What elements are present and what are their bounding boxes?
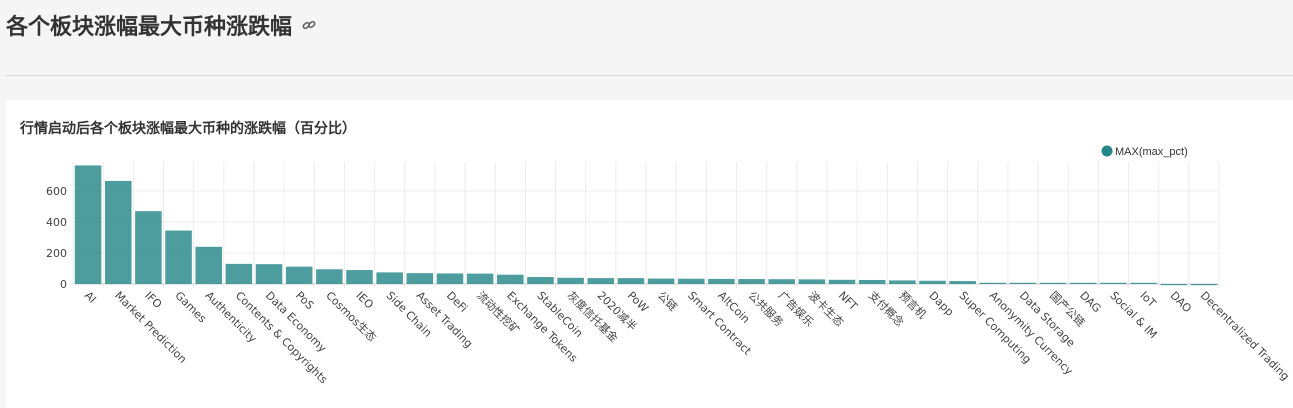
bar[interactable] (979, 282, 1007, 284)
bar[interactable] (647, 278, 675, 284)
bar[interactable] (919, 280, 946, 284)
bar[interactable] (346, 270, 373, 284)
y-tick-label: 400 (46, 216, 67, 229)
bar[interactable] (497, 274, 524, 284)
x-tick-label: 公链 (655, 288, 680, 313)
x-tick-label: PoS (293, 289, 316, 312)
bar[interactable] (466, 273, 494, 284)
grid-lines (72, 162, 1220, 288)
x-tick-label: DAG (1077, 289, 1103, 315)
bar[interactable] (677, 278, 705, 284)
bar[interactable] (225, 263, 253, 284)
x-tick-label: Decentralized Trading (1198, 289, 1292, 383)
y-tick-label: 600 (46, 185, 67, 198)
bar[interactable] (104, 180, 132, 284)
bar[interactable] (1070, 282, 1097, 284)
bar[interactable] (165, 230, 192, 284)
bar[interactable] (255, 264, 283, 284)
link-icon[interactable] (302, 18, 316, 32)
x-tick-label: Games (172, 289, 209, 326)
bars (74, 165, 1218, 286)
y-tick-label: 200 (46, 247, 67, 260)
bar[interactable] (708, 278, 735, 284)
chart-panel: 行情启动后各个板块涨幅最大币种的涨跌幅（百分比） 0 200 400 600 AI Ma… (6, 100, 1293, 408)
x-tick-label: IFO (142, 289, 164, 311)
bar[interactable] (1009, 282, 1037, 284)
bar[interactable] (889, 280, 916, 284)
x-tick-label: IEO (353, 289, 376, 312)
x-tick-label: NFT (836, 289, 860, 313)
bar[interactable] (587, 278, 615, 284)
bar[interactable] (316, 269, 343, 284)
bar[interactable] (406, 273, 434, 284)
page-header: 各个板块涨幅最大币种涨跌幅 (6, 10, 316, 40)
page-title: 各个板块涨幅最大币种涨跌幅 (6, 15, 293, 40)
bar[interactable] (436, 273, 464, 284)
x-tick-label: Dapp (926, 289, 956, 319)
bar[interactable] (527, 277, 554, 284)
legend[interactable]: MAX(max_pct) (1101, 145, 1188, 159)
bar[interactable] (557, 277, 584, 284)
y-tick-label: 0 (60, 278, 67, 291)
bar[interactable] (617, 278, 645, 284)
bar[interactable] (828, 279, 856, 284)
bar[interactable] (376, 272, 403, 284)
chart-title: 行情启动后各个板块涨幅最大币种的涨跌幅（百分比） (20, 121, 356, 137)
legend-marker (1101, 145, 1113, 157)
bar[interactable] (949, 281, 976, 284)
bar[interactable] (1039, 282, 1067, 284)
legend-label: MAX(max_pct) (1115, 146, 1188, 158)
bar[interactable] (1190, 284, 1218, 286)
bar[interactable] (135, 211, 162, 284)
header-divider (6, 75, 1293, 76)
bar[interactable] (738, 279, 765, 284)
x-tick-label: AI (82, 289, 99, 306)
bar[interactable] (1130, 282, 1157, 284)
x-tick-label: DeFi (444, 289, 470, 315)
x-tick-label: PoW (625, 289, 651, 315)
y-axis-ticks: 0 200 400 600 (46, 185, 67, 291)
bar[interactable] (285, 266, 313, 284)
bar[interactable] (1100, 282, 1127, 284)
bar[interactable] (195, 246, 222, 284)
bar[interactable] (74, 165, 102, 284)
bar[interactable] (798, 279, 826, 284)
bar[interactable] (858, 279, 886, 284)
x-tick-label: DAO (1168, 289, 1195, 316)
x-tick-label: IoT (1137, 289, 1158, 310)
bar[interactable] (1160, 284, 1188, 286)
bar[interactable] (768, 279, 795, 284)
